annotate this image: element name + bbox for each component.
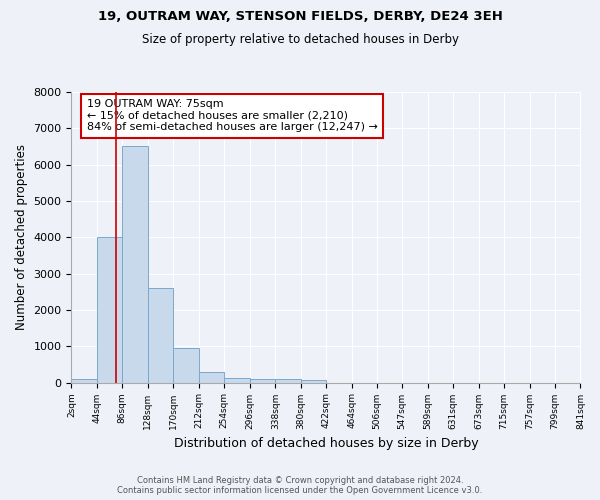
Text: Contains HM Land Registry data © Crown copyright and database right 2024.
Contai: Contains HM Land Registry data © Crown c… (118, 476, 482, 495)
Bar (224, 378, 250, 382)
Bar (173, 348, 199, 382)
Text: Size of property relative to detached houses in Derby: Size of property relative to detached ho… (142, 32, 458, 46)
Bar (301, 380, 326, 382)
Bar (275, 380, 301, 382)
Bar (71, 379, 97, 382)
X-axis label: Distribution of detached houses by size in Derby: Distribution of detached houses by size … (173, 437, 478, 450)
Bar (199, 372, 224, 382)
Text: 19, OUTRAM WAY, STENSON FIELDS, DERBY, DE24 3EH: 19, OUTRAM WAY, STENSON FIELDS, DERBY, D… (98, 10, 502, 23)
Bar (97, 238, 122, 382)
Text: 19 OUTRAM WAY: 75sqm
← 15% of detached houses are smaller (2,210)
84% of semi-de: 19 OUTRAM WAY: 75sqm ← 15% of detached h… (86, 100, 377, 132)
Bar (122, 146, 148, 382)
Bar (250, 380, 275, 382)
Bar (148, 288, 173, 382)
Y-axis label: Number of detached properties: Number of detached properties (15, 144, 28, 330)
